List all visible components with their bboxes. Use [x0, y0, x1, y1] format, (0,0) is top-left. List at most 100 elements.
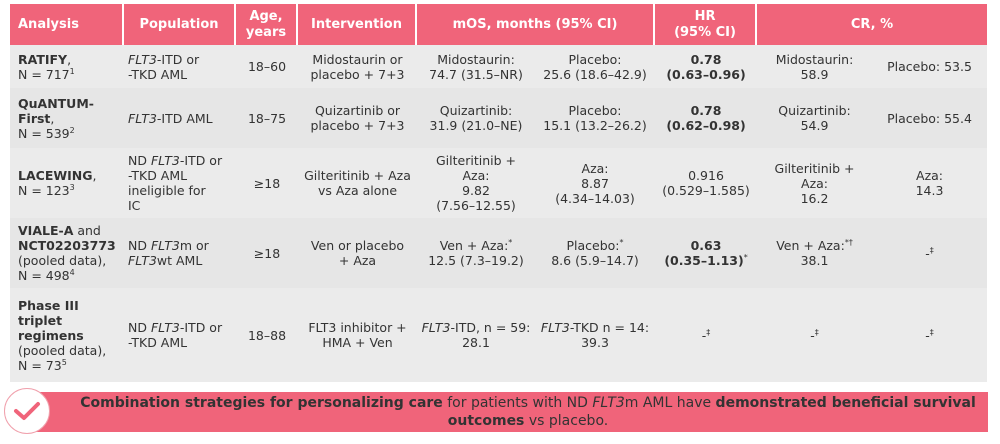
cell-cr-control: Aza: 14.3: [872, 148, 988, 218]
cell-mos-control: Placebo: 15.1 (13.2–26.2): [535, 88, 656, 148]
text-segment: *: [743, 252, 748, 262]
text-segment: RATIFY: [18, 51, 68, 67]
text-segment: 18–75: [247, 110, 287, 126]
text-segment: Gilteritinib + Aza: 16.2: [774, 160, 855, 206]
text-segment: ND: [128, 153, 151, 168]
text-segment: -ITD or -TKD AML: [128, 320, 223, 350]
text-segment: -ITD AML: [156, 110, 213, 126]
text-segment: 0.78 (0.63–0.96): [666, 51, 746, 82]
table-header-row: Analysis Population Age, years Intervention…: [10, 4, 988, 45]
cell-population: FLT3-ITD or -TKD AML: [124, 45, 236, 88]
text-segment: Quizartinib or placebo + 7+3: [310, 103, 405, 133]
text-segment: Quizartinib: 31.9 (21.0–NE): [429, 103, 523, 133]
text-segment: FLT3 inhibitor + HMA + Ven: [308, 320, 407, 350]
text-segment: -: [925, 327, 930, 343]
cell-population: FLT3-ITD AML: [124, 88, 236, 148]
text-segment: Ven + Aza:: [776, 238, 845, 253]
cell-hazard-ratio: 0.916 (0.529–1.585): [655, 148, 758, 218]
text-segment: Placebo: 15.1 (13.2–26.2): [543, 103, 647, 133]
text-segment: -ITD, n = 59: 28.1: [450, 320, 531, 350]
cell-mos-control: Placebo: 25.6 (18.6–42.9): [535, 45, 656, 88]
text-segment: Quizartinib: 54.9: [778, 103, 851, 133]
cell-analysis: LACEWING, N = 1233: [10, 148, 124, 218]
text-segment: 18–88: [247, 327, 287, 343]
cell-cr-control: Placebo: 53.5: [872, 45, 988, 88]
text-segment: m AML have: [624, 395, 716, 411]
column-header: mOS, months (95% CI): [417, 4, 656, 45]
cell-population: ND FLT3m or FLT3wt AML: [124, 218, 236, 288]
cell-mos-control: FLT3-TKD n = 14: 39.3: [535, 288, 656, 382]
cell-intervention: Gilteritinib + Aza vs Aza alone: [298, 148, 417, 218]
text-segment: ‡: [814, 327, 819, 337]
text-segment: Placebo:: [566, 238, 620, 253]
text-segment: wt AML: [156, 253, 203, 268]
cell-intervention: Midostaurin or placebo + 7+3: [298, 45, 417, 88]
checkmark-icon: [4, 388, 50, 434]
text-segment: for patients with ND: [442, 395, 593, 411]
text-segment: Phase III triplet regimens: [18, 297, 84, 343]
cell-hazard-ratio: 0.63 (0.35–1.13)*: [655, 218, 758, 288]
column-header: Age, years: [236, 4, 298, 45]
text-segment: 38.1: [800, 253, 829, 268]
text-segment: Gilteritinib + Aza vs Aza alone: [304, 168, 411, 198]
text-segment: Placebo: 25.6 (18.6–42.9): [543, 51, 647, 82]
text-segment: Placebo: 53.5: [887, 59, 972, 74]
text-segment: Aza: 8.87 (4.34–14.03): [555, 160, 635, 206]
text-segment: -ITD or -TKD AML ineligible for IC: [128, 153, 223, 213]
text-segment: (pooled data), N = 73: [18, 342, 107, 373]
text-segment: Ven + Aza:: [439, 238, 509, 253]
column-header: HR (95% CI): [655, 4, 758, 45]
cell-hazard-ratio: 0.78 (0.62–0.98): [655, 88, 758, 148]
text-segment: -TKD n = 14: 39.3: [569, 320, 650, 350]
text-segment: , N = 717: [18, 51, 72, 82]
text-segment: Placebo: 55.4: [887, 110, 972, 126]
cell-intervention: FLT3 inhibitor + HMA + Ven: [298, 288, 417, 382]
cell-cr-control: -‡: [872, 218, 988, 288]
cell-analysis: VIALE-A and NCT02203773 (pooled data), N…: [10, 218, 124, 288]
cell-mos-control: Aza: 8.87 (4.34–14.03): [535, 148, 656, 218]
cell-cr-treatment: -‡: [757, 288, 873, 382]
text-segment: , N = 539: [18, 110, 70, 141]
table-row: QuANTUM- First, N = 5392 FLT3-ITD AML 18–7…: [10, 88, 988, 148]
text-segment: 5: [61, 357, 67, 367]
text-segment: VIALE-A: [18, 223, 74, 238]
table-row: LACEWING, N = 1233 ND FLT3-ITD or -TKD AM…: [10, 148, 988, 218]
text-segment: FLT3: [150, 153, 180, 168]
cell-mos-treatment: Quizartinib: 31.9 (21.0–NE): [417, 88, 535, 148]
text-segment: ‡: [706, 327, 711, 337]
table-row: VIALE-A and NCT02203773 (pooled data), N…: [10, 218, 988, 288]
text-segment: , N = 123: [18, 168, 97, 198]
text-segment: 18–60: [247, 59, 287, 74]
column-header: CR, %: [757, 4, 988, 45]
text-segment: vs placebo.: [524, 413, 609, 429]
text-segment: 12.5 (7.3–19.2): [428, 253, 524, 268]
cell-cr-treatment: Midostaurin: 58.9: [757, 45, 873, 88]
cell-age: 18–75: [236, 88, 298, 148]
cell-age: ≥18: [236, 218, 298, 288]
text-segment: Midostaurin: 58.9: [775, 51, 854, 82]
text-segment: 3: [69, 182, 75, 192]
text-segment: ND: [128, 238, 151, 253]
cell-mos-treatment: FLT3-ITD, n = 59: 28.1: [417, 288, 535, 382]
text-segment: -: [925, 245, 930, 261]
text-segment: *: [508, 237, 513, 247]
text-segment: (pooled data), N = 498: [18, 253, 107, 283]
text-segment: FLT3: [128, 253, 157, 268]
text-segment: FLT3: [128, 51, 157, 67]
text-segment: -: [810, 327, 815, 343]
column-header: Analysis: [10, 4, 124, 45]
banner-text: Combination strategies for personalizing…: [68, 394, 988, 430]
cell-analysis: Phase III triplet regimens (pooled data)…: [10, 288, 124, 382]
text-segment: 1: [69, 66, 75, 76]
text-segment: Combination strategies for personalizing…: [80, 395, 443, 411]
cell-intervention: Quizartinib or placebo + 7+3: [298, 88, 417, 148]
text-segment: FLT3: [421, 320, 451, 335]
text-segment: 0.916 (0.529–1.585): [662, 168, 750, 198]
text-segment: ‡: [929, 327, 934, 337]
text-segment: Aza: 14.3: [915, 168, 944, 198]
text-segment: -ITD or -TKD AML: [128, 51, 200, 82]
text-segment: ‡: [929, 245, 934, 255]
text-segment: FLT3: [540, 320, 570, 335]
cell-cr-treatment: Ven + Aza:*† 38.1: [757, 218, 873, 288]
cell-mos-treatment: Ven + Aza:* 12.5 (7.3–19.2): [417, 218, 535, 288]
